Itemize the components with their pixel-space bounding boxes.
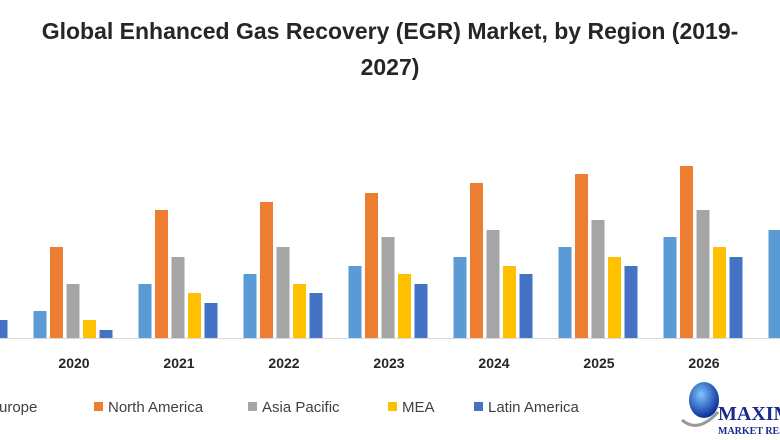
bar-europe-2023 [348, 266, 362, 338]
bar-europe-2022 [243, 274, 257, 338]
chart-title-line1: Global Enhanced Gas Recovery (EGR) Marke… [41, 18, 739, 44]
legend-marker-mea [388, 402, 397, 411]
bar-mea-2024 [503, 266, 516, 338]
bar-latin-america-2023 [414, 284, 428, 338]
legend-marker-asia-pacific [248, 402, 257, 411]
x-tick-label-2020: 2020 [58, 355, 89, 371]
bar-asia-pacific-2020 [66, 284, 80, 338]
bar-asia-pacific-2024 [486, 230, 500, 338]
bar-europe-2020 [33, 311, 47, 338]
legend-label-latin-america: Latin America [488, 399, 580, 416]
bar-asia-pacific-2023 [381, 237, 395, 338]
bar-mea-2022 [293, 284, 306, 338]
x-tick-label-2022: 2022 [268, 355, 299, 371]
bar-mea-2021 [188, 293, 201, 338]
chart-title-line2: 2027) [360, 54, 420, 80]
bar-latin-america-2019 [0, 320, 8, 338]
bar-north-america-2025 [575, 174, 588, 338]
bar-latin-america-2021 [204, 303, 218, 338]
bar-north-america-2026 [680, 166, 693, 338]
bar-north-america-2020 [50, 247, 63, 338]
legend-label-mea: MEA [402, 399, 435, 416]
x-tick-label-2023: 2023 [373, 355, 404, 371]
legend-marker-north-america [94, 402, 103, 411]
bar-europe-2021 [138, 284, 152, 338]
bar-north-america-2021 [155, 210, 168, 338]
x-tick-label-2024: 2024 [478, 355, 509, 371]
legend-marker-latin-america [474, 402, 483, 411]
globe-icon [689, 382, 719, 418]
bar-mea-2026 [713, 247, 726, 338]
bar-latin-america-2020 [99, 330, 113, 338]
bar-mea-2020 [83, 320, 96, 338]
bar-north-america-2024 [470, 183, 483, 338]
bar-latin-america-2026 [729, 257, 743, 338]
bar-latin-america-2022 [309, 293, 323, 338]
logo-subtext: MARKET RES [718, 426, 780, 437]
bar-europe-2026 [663, 237, 677, 338]
legend-label-north-america: North America [108, 399, 204, 416]
bar-asia-pacific-2022 [276, 247, 290, 338]
x-tick-label-2021: 2021 [163, 355, 194, 371]
bar-europe-2025 [558, 247, 572, 338]
bar-mea-2025 [608, 257, 621, 338]
legend-label-europe: Europe [0, 399, 37, 416]
bar-north-america-2022 [260, 202, 273, 338]
bar-mea-2023 [398, 274, 411, 338]
bar-asia-pacific-2021 [171, 257, 185, 338]
bar-north-america-2023 [365, 193, 378, 338]
x-tick-label-2026: 2026 [688, 355, 719, 371]
logo-swoosh [681, 410, 720, 427]
bar-europe-2027 [768, 230, 780, 338]
x-tick-label-2025: 2025 [583, 355, 614, 371]
legend-label-asia-pacific: Asia Pacific [262, 399, 340, 416]
bar-europe-2024 [453, 257, 467, 338]
bar-latin-america-2025 [624, 266, 638, 338]
bar-asia-pacific-2026 [696, 210, 710, 338]
bar-asia-pacific-2025 [591, 220, 605, 338]
bar-latin-america-2024 [519, 274, 533, 338]
